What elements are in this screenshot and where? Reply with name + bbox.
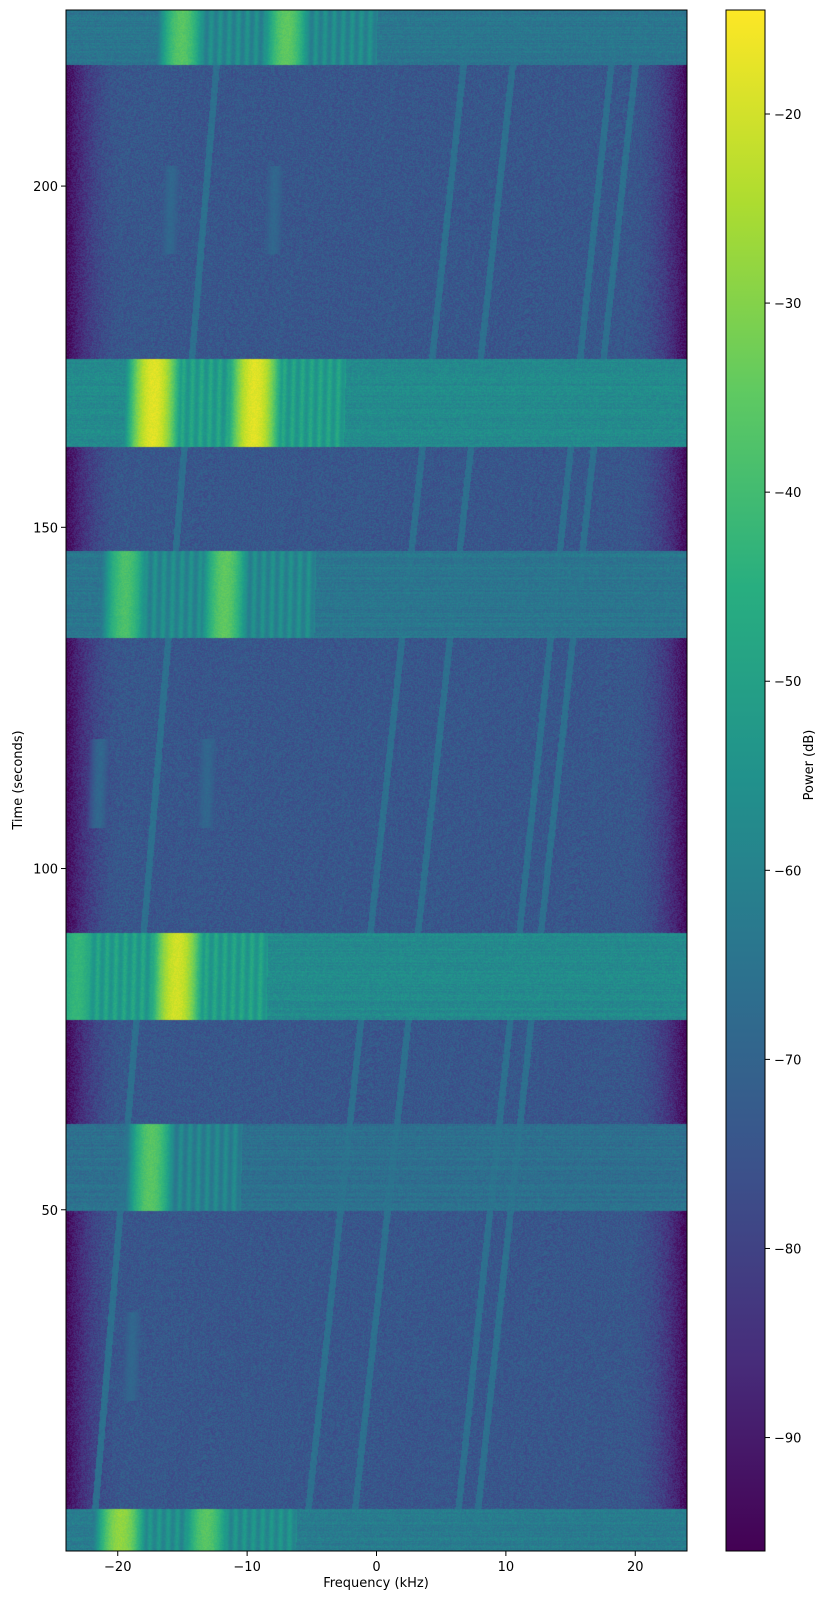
y-tick-label: 50 [41, 1204, 58, 1219]
x-tick-label: −10 [233, 1560, 260, 1575]
colorbar-tick-label: −90 [774, 1432, 801, 1447]
x-axis: −20 −10 0 10 20 [104, 1551, 644, 1575]
colorbar-label: Power (dB) [802, 730, 817, 801]
x-axis-label: Frequency (kHz) [323, 1576, 429, 1591]
x-tick-label: 20 [627, 1560, 644, 1575]
colorbar-gradient [725, 9, 766, 1552]
y-axis: 50 100 150 200 [33, 180, 66, 1219]
colorbar-tick-label: −40 [774, 486, 801, 501]
x-tick-label: −20 [104, 1560, 131, 1575]
colorbar-tick-label: −50 [774, 675, 801, 690]
y-tick-label: 200 [33, 180, 58, 195]
y-tick-label: 100 [33, 863, 58, 878]
x-tick-label: 10 [498, 1560, 515, 1575]
spectrogram-plot-area [65, 9, 688, 1552]
y-axis-label: Time (seconds) [11, 730, 26, 830]
colorbar: −90 −80 −70 −60 −50 −40 −30 −20 Power (dB) [725, 9, 817, 1552]
colorbar-axis: −90 −80 −70 −60 −50 −40 −30 −20 [765, 108, 801, 1447]
colorbar-tick-label: −80 [774, 1242, 801, 1257]
colorbar-tick-label: −70 [774, 1053, 801, 1068]
x-tick-label: 0 [372, 1560, 380, 1575]
colorbar-tick-label: −30 [774, 297, 801, 312]
colorbar-tick-label: −20 [774, 108, 801, 123]
spectrogram-image [66, 10, 687, 1551]
y-tick-label: 150 [33, 521, 58, 536]
colorbar-tick-label: −60 [774, 864, 801, 879]
